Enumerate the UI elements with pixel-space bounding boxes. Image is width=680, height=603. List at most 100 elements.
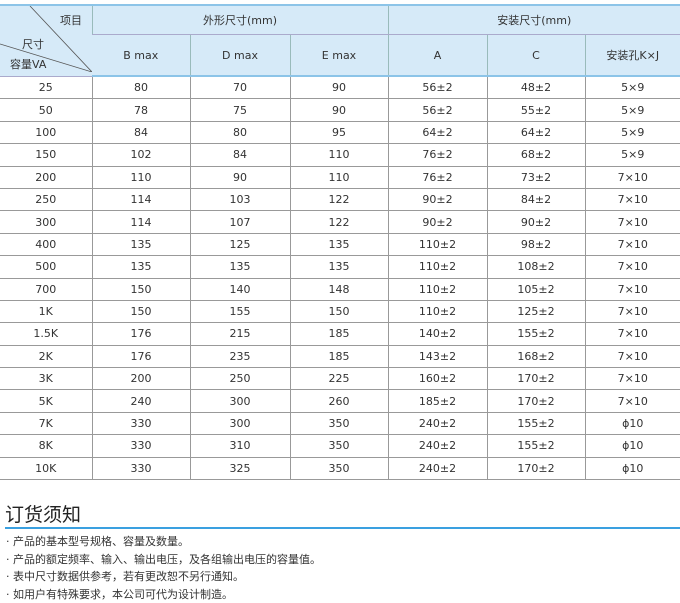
table-cell: 200 bbox=[0, 166, 92, 188]
table-cell: 90±2 bbox=[388, 211, 487, 233]
table-cell: 80 bbox=[92, 76, 190, 99]
table-cell: 170±2 bbox=[487, 368, 585, 390]
column-header: D max bbox=[190, 35, 290, 77]
table-cell: 1.5K bbox=[0, 323, 92, 345]
column-header: B max bbox=[92, 35, 190, 77]
table-cell: 155±2 bbox=[487, 412, 585, 434]
table-cell: 7K bbox=[0, 412, 92, 434]
table-cell: 330 bbox=[92, 435, 190, 457]
note-item: · 表中尺寸数据供参考，若有更改恕不另行通知。 bbox=[6, 568, 321, 586]
column-header: 安装孔K×J bbox=[585, 35, 680, 77]
table-cell: 110±2 bbox=[388, 278, 487, 300]
table-cell: 350 bbox=[290, 412, 388, 434]
corner-mid: 尺寸 bbox=[22, 36, 44, 52]
table-cell: 168±2 bbox=[487, 345, 585, 367]
table-cell: 110 bbox=[290, 166, 388, 188]
table-cell: 105±2 bbox=[487, 278, 585, 300]
table-cell: 5×9 bbox=[585, 99, 680, 121]
table-cell: 48±2 bbox=[487, 76, 585, 99]
table-cell: 1K bbox=[0, 300, 92, 322]
table-cell: 84±2 bbox=[487, 188, 585, 210]
group-outline: 外形尺寸(mm) bbox=[92, 5, 388, 35]
table-cell: 56±2 bbox=[388, 99, 487, 121]
table-cell: 50 bbox=[0, 99, 92, 121]
table-cell: 7×10 bbox=[585, 300, 680, 322]
table-cell: 114 bbox=[92, 188, 190, 210]
table-cell: 84 bbox=[92, 121, 190, 143]
table-cell: 240±2 bbox=[388, 457, 487, 479]
table-cell: 90±2 bbox=[487, 211, 585, 233]
table-cell: 143±2 bbox=[388, 345, 487, 367]
table-cell: ϕ10 bbox=[585, 435, 680, 457]
table-cell: ϕ10 bbox=[585, 412, 680, 434]
table-cell: 400 bbox=[0, 233, 92, 255]
corner-bottom: 容量VA bbox=[10, 56, 46, 72]
table-cell: 25 bbox=[0, 76, 92, 99]
table-cell: 122 bbox=[290, 211, 388, 233]
table-cell: 80 bbox=[190, 121, 290, 143]
title-rule bbox=[5, 527, 680, 529]
column-header: C bbox=[487, 35, 585, 77]
table-cell: 150 bbox=[92, 278, 190, 300]
table-cell: 7×10 bbox=[585, 345, 680, 367]
table-cell: 325 bbox=[190, 457, 290, 479]
table-cell: 78 bbox=[92, 99, 190, 121]
table-cell: 300 bbox=[190, 412, 290, 434]
table-cell: 122 bbox=[290, 188, 388, 210]
table-cell: 108±2 bbox=[487, 256, 585, 278]
table-cell: 160±2 bbox=[388, 368, 487, 390]
table-cell: 700 bbox=[0, 278, 92, 300]
table-cell: 125 bbox=[190, 233, 290, 255]
table-cell: 110 bbox=[290, 144, 388, 166]
table-cell: 70 bbox=[190, 76, 290, 99]
notes-title: 订货须知 bbox=[5, 500, 81, 527]
table-cell: 185 bbox=[290, 345, 388, 367]
table-cell: 170±2 bbox=[487, 390, 585, 412]
note-item: · 产品的额定频率、输入、输出电压，及各组输出电压的容量值。 bbox=[6, 551, 321, 569]
table-cell: 10K bbox=[0, 457, 92, 479]
table-cell: ϕ10 bbox=[585, 457, 680, 479]
table-cell: 170±2 bbox=[487, 457, 585, 479]
table-cell: 135 bbox=[92, 256, 190, 278]
table-cell: 260 bbox=[290, 390, 388, 412]
notes-list: · 产品的基本型号规格、容量及数量。· 产品的额定频率、输入、输出电压，及各组输… bbox=[6, 533, 321, 603]
table-cell: 240±2 bbox=[388, 435, 487, 457]
table-cell: 330 bbox=[92, 412, 190, 434]
table-cell: 102 bbox=[92, 144, 190, 166]
table-cell: 155±2 bbox=[487, 435, 585, 457]
table-cell: 95 bbox=[290, 121, 388, 143]
table-cell: 3K bbox=[0, 368, 92, 390]
table-cell: 140 bbox=[190, 278, 290, 300]
group-install: 安装尺寸(mm) bbox=[388, 5, 680, 35]
table-cell: 5×9 bbox=[585, 144, 680, 166]
table-cell: 90 bbox=[190, 166, 290, 188]
table-cell: 100 bbox=[0, 121, 92, 143]
table-cell: 240±2 bbox=[388, 412, 487, 434]
table-cell: 300 bbox=[190, 390, 290, 412]
table-cell: 5×9 bbox=[585, 121, 680, 143]
table-cell: 250 bbox=[190, 368, 290, 390]
table-cell: 225 bbox=[290, 368, 388, 390]
table-cell: 176 bbox=[92, 323, 190, 345]
table-cell: 90±2 bbox=[388, 188, 487, 210]
table-cell: 350 bbox=[290, 435, 388, 457]
table-cell: 7×10 bbox=[585, 368, 680, 390]
table-cell: 76±2 bbox=[388, 166, 487, 188]
table-cell: 250 bbox=[0, 188, 92, 210]
table-cell: 55±2 bbox=[487, 99, 585, 121]
column-header: A bbox=[388, 35, 487, 77]
table-cell: 76±2 bbox=[388, 144, 487, 166]
table-cell: 185 bbox=[290, 323, 388, 345]
